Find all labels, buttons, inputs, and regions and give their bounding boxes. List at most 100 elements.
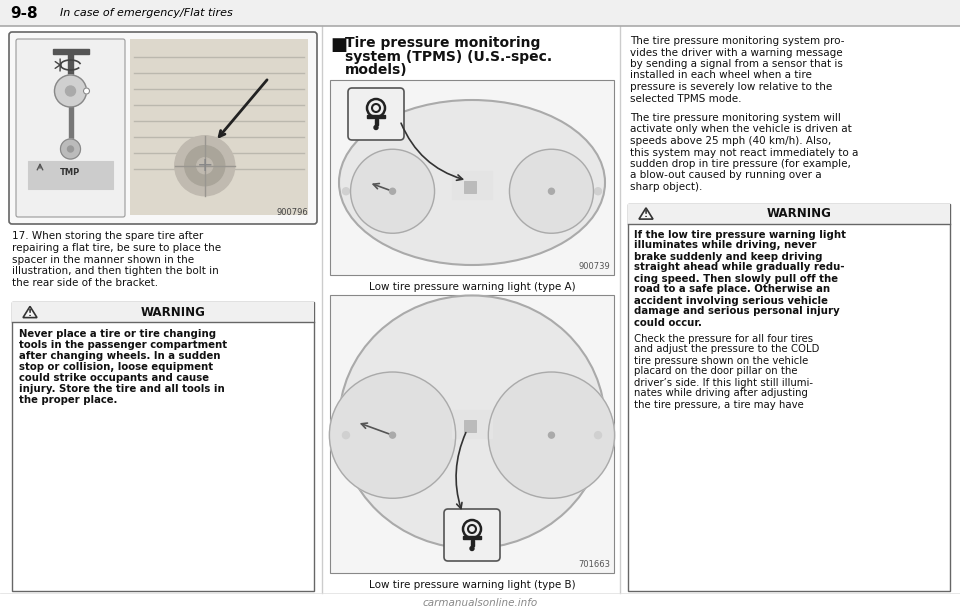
Text: stop or collision, loose equipment: stop or collision, loose equipment [19, 362, 213, 372]
Circle shape [343, 431, 349, 439]
Text: road to a safe place. Otherwise an: road to a safe place. Otherwise an [634, 285, 830, 295]
Text: Low tire pressure warning light (type B): Low tire pressure warning light (type B) [369, 580, 575, 590]
Bar [0, 0, 960, 26]
Bar [12, 302, 314, 322]
Text: by sending a signal from a sensor that is: by sending a signal from a sensor that i… [630, 59, 843, 69]
Bar [628, 203, 950, 591]
Bar [68, 54, 73, 76]
Bar [463, 535, 481, 538]
Text: WARNING: WARNING [767, 207, 831, 220]
Text: ■: ■ [330, 36, 347, 54]
Text: placard on the door pillar on the: placard on the door pillar on the [634, 367, 798, 376]
FancyBboxPatch shape [444, 509, 500, 561]
Text: If the low tire pressure warning light: If the low tire pressure warning light [634, 230, 846, 240]
Text: !: ! [644, 210, 648, 219]
Text: Never place a tire or tire changing: Never place a tire or tire changing [19, 329, 216, 339]
Circle shape [594, 188, 602, 195]
Text: The tire pressure monitoring system will: The tire pressure monitoring system will [630, 113, 841, 123]
Text: selected TPMS mode.: selected TPMS mode. [630, 93, 741, 103]
Bar [452, 410, 492, 438]
Circle shape [548, 432, 555, 438]
Circle shape [489, 372, 614, 498]
Text: and adjust the pressure to the COLD: and adjust the pressure to the COLD [634, 345, 820, 354]
Ellipse shape [339, 100, 605, 265]
Bar [12, 302, 314, 591]
Text: models): models) [345, 63, 408, 77]
Polygon shape [23, 306, 37, 318]
Text: repairing a flat tire, be sure to place the: repairing a flat tire, be sure to place … [12, 243, 221, 253]
Text: speeds above 25 mph (40 km/h). Also,: speeds above 25 mph (40 km/h). Also, [630, 136, 831, 146]
Bar [464, 180, 476, 192]
Text: Check the pressure for all four tires: Check the pressure for all four tires [634, 334, 813, 343]
Bar [470, 540, 473, 546]
Text: activate only when the vehicle is driven at: activate only when the vehicle is driven… [630, 125, 852, 134]
Text: 900796: 900796 [276, 208, 308, 217]
Text: vides the driver with a warning message: vides the driver with a warning message [630, 48, 843, 57]
FancyBboxPatch shape [348, 88, 404, 140]
Circle shape [329, 372, 456, 498]
Circle shape [594, 431, 602, 439]
Circle shape [510, 149, 593, 233]
Bar [330, 295, 614, 573]
Text: this system may not react immediately to a: this system may not react immediately to… [630, 147, 858, 158]
Circle shape [548, 188, 555, 194]
Text: 9-8: 9-8 [10, 5, 37, 21]
Text: illustration, and then tighten the bolt in: illustration, and then tighten the bolt … [12, 266, 219, 276]
Text: the tire pressure, a tire may have: the tire pressure, a tire may have [634, 400, 804, 409]
Text: TMP: TMP [60, 168, 81, 177]
Bar [330, 80, 614, 275]
Text: sharp object).: sharp object). [630, 182, 703, 192]
Text: accident involving serious vehicle: accident involving serious vehicle [634, 296, 828, 306]
Text: could occur.: could occur. [634, 318, 702, 327]
Text: could strike occupants and cause: could strike occupants and cause [19, 373, 209, 383]
Circle shape [175, 136, 235, 196]
Text: injury. Store the tire and all tools in: injury. Store the tire and all tools in [19, 384, 225, 394]
FancyBboxPatch shape [9, 32, 317, 224]
Text: 17. When storing the spare tire after: 17. When storing the spare tire after [12, 231, 204, 241]
Bar [68, 107, 73, 147]
Text: +: + [197, 156, 213, 175]
Text: Tire pressure monitoring: Tire pressure monitoring [345, 36, 540, 50]
Circle shape [197, 158, 213, 174]
Text: 701663: 701663 [578, 560, 610, 569]
Circle shape [184, 145, 225, 186]
Text: sudden drop in tire pressure (for example,: sudden drop in tire pressure (for exampl… [630, 159, 851, 169]
Text: installed in each wheel when a tire: installed in each wheel when a tire [630, 70, 812, 81]
Text: !: ! [28, 309, 32, 318]
Bar [464, 420, 476, 432]
Circle shape [65, 86, 76, 96]
Circle shape [343, 188, 349, 195]
Circle shape [67, 146, 74, 152]
Bar [130, 39, 308, 215]
Text: driver’s side. If this light still illumi-: driver’s side. If this light still illum… [634, 378, 813, 387]
Circle shape [390, 188, 396, 194]
Text: Low tire pressure warning light (type A): Low tire pressure warning light (type A) [369, 282, 575, 292]
Text: after changing wheels. In a sudden: after changing wheels. In a sudden [19, 351, 221, 361]
Circle shape [84, 88, 89, 94]
Circle shape [470, 546, 474, 551]
Text: The tire pressure monitoring system pro-: The tire pressure monitoring system pro- [630, 36, 845, 46]
Text: brake suddenly and keep driving: brake suddenly and keep driving [634, 252, 823, 262]
Ellipse shape [339, 296, 605, 549]
Text: illuminates while driving, never: illuminates while driving, never [634, 241, 817, 251]
Bar [367, 114, 385, 117]
Circle shape [350, 149, 435, 233]
Bar [53, 49, 88, 54]
Circle shape [60, 139, 81, 159]
Text: WARNING: WARNING [140, 306, 205, 318]
Text: the proper place.: the proper place. [19, 395, 117, 405]
Polygon shape [639, 208, 653, 219]
Text: 900739: 900739 [578, 262, 610, 271]
Text: In case of emergency/Flat tires: In case of emergency/Flat tires [60, 8, 232, 18]
Bar [374, 119, 377, 125]
Text: damage and serious personal injury: damage and serious personal injury [634, 307, 840, 316]
Text: the rear side of the bracket.: the rear side of the bracket. [12, 278, 158, 288]
Text: straight ahead while gradually redu-: straight ahead while gradually redu- [634, 263, 845, 273]
Text: cing speed. Then slowly pull off the: cing speed. Then slowly pull off the [634, 274, 838, 284]
Text: a blow-out caused by running over a: a blow-out caused by running over a [630, 170, 822, 180]
Circle shape [374, 125, 378, 130]
Text: tire pressure shown on the vehicle: tire pressure shown on the vehicle [634, 356, 808, 365]
Bar [628, 203, 950, 224]
Text: pressure is severely low relative to the: pressure is severely low relative to the [630, 82, 832, 92]
Text: carmanualsonline.info: carmanualsonline.info [422, 598, 538, 608]
